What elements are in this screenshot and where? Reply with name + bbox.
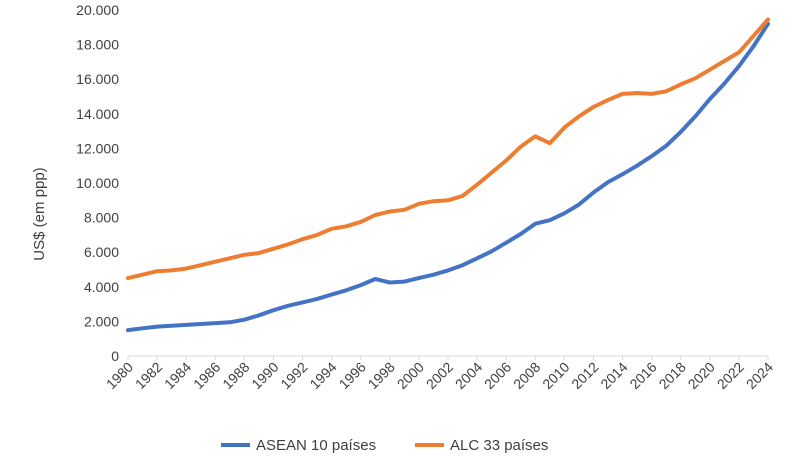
x-tick-label: 1986 bbox=[190, 359, 223, 392]
x-tick-label: 2022 bbox=[714, 359, 747, 392]
y-tick-label: 10.000 bbox=[76, 175, 119, 191]
x-tick-label: 2014 bbox=[597, 359, 630, 392]
y-tick-label: 6.000 bbox=[84, 244, 119, 260]
x-tick-label: 2010 bbox=[539, 359, 572, 392]
y-tick-label: 4.000 bbox=[84, 279, 119, 295]
x-tick-label: 2002 bbox=[423, 359, 456, 392]
y-tick-label: 16.000 bbox=[76, 71, 119, 87]
x-tick-label: 2012 bbox=[568, 359, 601, 392]
x-tick-label: 2018 bbox=[656, 359, 689, 392]
legend-label-1: ASEAN 10 países bbox=[256, 437, 376, 454]
x-tick-label: 1984 bbox=[161, 359, 194, 392]
x-tick-label: 2024 bbox=[743, 359, 776, 392]
series-lines bbox=[126, 17, 770, 333]
x-tick-label: 2020 bbox=[685, 359, 718, 392]
y-tick-label: 0 bbox=[111, 348, 119, 364]
x-tick-label: 1990 bbox=[248, 359, 281, 392]
x-tick-label: 1982 bbox=[132, 359, 165, 392]
legend-label-2: ALC 33 países bbox=[450, 437, 548, 454]
x-axis-ticks: 1980198219841986198819901992199419961998… bbox=[103, 356, 776, 392]
y-tick-label: 8.000 bbox=[84, 210, 119, 226]
x-tick-label: 2006 bbox=[481, 359, 514, 392]
series-line-2 bbox=[126, 17, 770, 281]
x-tick-label: 2004 bbox=[452, 359, 485, 392]
x-tick-label: 1996 bbox=[336, 359, 369, 392]
y-axis-ticks: 0 2.000 4.000 6.000 8.000 10.000 12.000 14.000 1… bbox=[76, 2, 119, 364]
y-tick-label: 12.000 bbox=[76, 140, 119, 156]
x-tick-label: 1992 bbox=[277, 359, 310, 392]
x-tick-label: 2016 bbox=[626, 359, 659, 392]
x-tick-label: 2000 bbox=[394, 359, 427, 392]
y-tick-label: 20.000 bbox=[76, 2, 119, 18]
y-tick-label: 18.000 bbox=[76, 37, 119, 53]
legend: ASEAN 10 países ALC 33 países bbox=[221, 437, 548, 454]
x-tick-label: 1980 bbox=[103, 359, 136, 392]
x-tick-label: 1994 bbox=[306, 359, 339, 392]
y-tick-label: 2.000 bbox=[84, 313, 119, 329]
series-line-1 bbox=[126, 21, 770, 333]
x-tick-label: 1998 bbox=[365, 359, 398, 392]
y-tick-label: 14.000 bbox=[76, 106, 119, 122]
x-tick-label: 1988 bbox=[219, 359, 252, 392]
x-tick-label: 2008 bbox=[510, 359, 543, 392]
y-axis-label: US$ (em ppp) bbox=[31, 167, 48, 260]
